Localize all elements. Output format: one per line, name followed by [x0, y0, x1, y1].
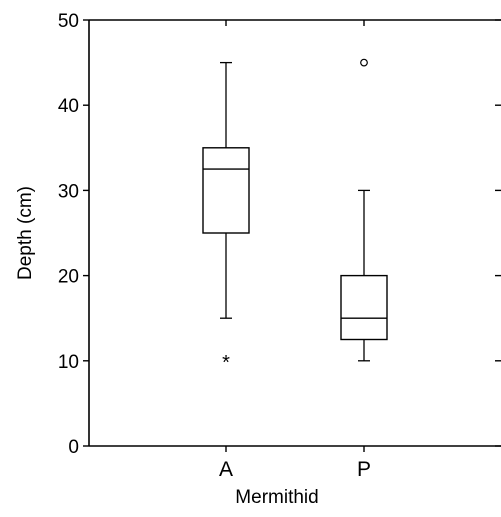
plot-frame	[88, 19, 501, 447]
outlier-P-0	[360, 58, 368, 67]
y-axis-title: Depth (cm)	[15, 186, 36, 280]
y-tick-label-10: 10	[58, 352, 79, 373]
outlier-A-0: *	[222, 352, 230, 374]
y-axis-ticks: 0 10 20 30 40 50	[58, 11, 501, 458]
x-tick-label-P: P	[357, 458, 371, 481]
iqr-box-A	[202, 147, 250, 234]
y-tick-label-40: 40	[58, 96, 79, 117]
y-tick-label-0: 0	[68, 437, 79, 458]
y-tick-label-30: 30	[58, 181, 79, 202]
y-tick-label-50: 50	[58, 11, 79, 32]
y-tick-label-20: 20	[58, 267, 79, 288]
x-tick-label-A: A	[219, 458, 233, 481]
x-axis-title: Mermithid	[235, 487, 318, 508]
box-A: *	[202, 61, 250, 374]
iqr-box-P	[340, 274, 388, 341]
box-series: *	[202, 58, 388, 374]
box-P	[340, 58, 388, 362]
